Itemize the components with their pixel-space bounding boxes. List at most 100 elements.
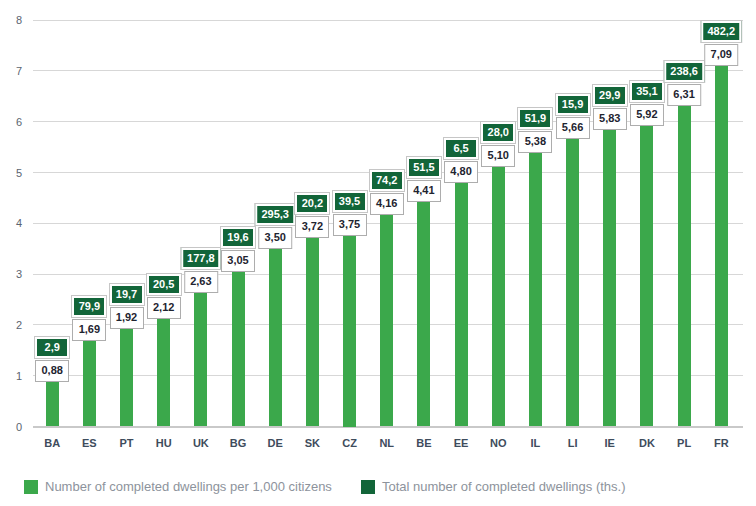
total-dwellings-label: 79,9: [72, 296, 106, 317]
bar-bg: [232, 272, 245, 427]
x-axis-category-es: ES: [82, 437, 97, 449]
per-1000-citizens-label: 3,05: [221, 250, 255, 272]
legend-item-total: Total number of completed dwellings (ths…: [361, 479, 626, 494]
legend-label-total: Total number of completed dwellings (ths…: [382, 479, 626, 494]
value-label-stack-li: 15,95,66: [556, 94, 590, 139]
total-dwellings-label: 177,8: [181, 248, 221, 269]
total-dwellings-label: 35,1: [630, 81, 664, 102]
bar-ie: [603, 130, 616, 426]
per-1000-citizens-label: 3,72: [295, 216, 329, 238]
x-axis-category-be: BE: [416, 437, 431, 449]
value-label-stack-no: 28,05,10: [481, 122, 515, 167]
per-1000-citizens-label: 1,92: [110, 307, 144, 329]
bar-sk: [306, 238, 319, 427]
total-dwellings-label: 19,6: [221, 227, 255, 248]
x-axis-category-sk: SK: [305, 437, 320, 449]
per-1000-citizens-label: 6,31: [667, 84, 701, 106]
value-label-stack-ee: 6,54,80: [444, 138, 478, 183]
y-axis-tick-label: 3: [0, 267, 22, 281]
x-axis-category-li: LI: [568, 437, 578, 449]
total-dwellings-label: 29,9: [593, 85, 627, 106]
per-1000-citizens-label: 2,12: [147, 297, 181, 319]
gridline: [33, 70, 743, 71]
value-label-stack-ba: 2,90,88: [35, 337, 69, 382]
value-label-stack-nl: 74,24,16: [370, 170, 404, 215]
value-label-stack-be: 51,54,41: [407, 157, 441, 202]
bar-hu: [157, 319, 170, 427]
legend-item-per-1000: Number of completed dwellings per 1,000 …: [24, 479, 332, 494]
bar-uk: [194, 293, 207, 427]
x-axis-category-ee: EE: [454, 437, 469, 449]
legend-swatch-dark-green: [361, 480, 375, 494]
bar-de: [269, 249, 282, 427]
value-label-stack-es: 79,91,69: [72, 296, 106, 341]
y-axis-tick-label: 5: [0, 166, 22, 180]
x-axis-category-uk: UK: [193, 437, 209, 449]
value-label-stack-pl: 238,66,31: [664, 61, 704, 106]
value-label-stack-fr: 482,27,09: [701, 21, 741, 66]
bar-no: [492, 167, 505, 426]
value-label-stack-pt: 19,71,92: [110, 284, 144, 329]
per-1000-citizens-label: 5,83: [593, 108, 627, 130]
bar-es: [83, 341, 96, 427]
per-1000-citizens-label: 5,92: [630, 104, 664, 126]
per-1000-citizens-label: 0,88: [35, 360, 69, 382]
gridline: [33, 20, 743, 21]
bar-fr: [715, 66, 728, 426]
per-1000-citizens-label: 3,50: [258, 227, 292, 249]
value-label-stack-cz: 39,53,75: [333, 191, 367, 236]
x-axis-category-cz: CZ: [342, 437, 357, 449]
bar-cz: [343, 236, 356, 427]
total-dwellings-label: 39,5: [333, 191, 367, 212]
x-axis-category-pl: PL: [677, 437, 691, 449]
bar-li: [566, 139, 579, 427]
bar-il: [529, 153, 542, 426]
total-dwellings-label: 51,9: [518, 108, 552, 129]
per-1000-citizens-label: 4,16: [370, 193, 404, 215]
total-dwellings-label: 2,9: [35, 337, 69, 358]
x-axis-category-bg: BG: [230, 437, 247, 449]
per-1000-citizens-label: 4,41: [407, 180, 441, 202]
x-axis-category-no: NO: [490, 437, 507, 449]
value-label-stack-de: 295,33,50: [255, 204, 295, 249]
x-axis-category-dk: DK: [639, 437, 655, 449]
bar-pt: [120, 329, 133, 427]
x-axis-category-il: IL: [531, 437, 541, 449]
value-label-stack-sk: 20,23,72: [295, 193, 329, 238]
total-dwellings-label: 15,9: [556, 94, 590, 115]
per-1000-citizens-label: 7,09: [704, 44, 738, 66]
x-axis-category-fr: FR: [714, 437, 729, 449]
y-axis-tick-label: 2: [0, 318, 22, 332]
y-axis-tick-label: 7: [0, 64, 22, 78]
legend-swatch-light-green: [24, 480, 38, 494]
total-dwellings-label: 238,6: [664, 61, 704, 82]
total-dwellings-label: 19,7: [110, 284, 144, 305]
value-label-stack-il: 51,95,38: [518, 108, 552, 153]
y-axis-tick-label: 8: [0, 13, 22, 27]
x-axis-category-ie: IE: [605, 437, 615, 449]
bar-ee: [455, 183, 468, 427]
value-label-stack-uk: 177,82,63: [181, 248, 221, 293]
dwellings-bar-chart: Number of completed dwellings per 1,000 …: [0, 0, 756, 506]
bar-dk: [640, 126, 653, 427]
per-1000-citizens-label: 2,63: [184, 271, 218, 293]
total-dwellings-label: 28,0: [481, 122, 515, 143]
per-1000-citizens-label: 1,69: [72, 319, 106, 341]
per-1000-citizens-label: 5,10: [481, 145, 515, 167]
value-label-stack-hu: 20,52,12: [147, 274, 181, 319]
y-axis-tick-label: 1: [0, 369, 22, 383]
x-axis-category-hu: HU: [156, 437, 172, 449]
y-axis-tick-label: 6: [0, 115, 22, 129]
bar-ba: [46, 382, 59, 427]
total-dwellings-label: 482,2: [701, 21, 741, 42]
per-1000-citizens-label: 5,38: [518, 131, 552, 153]
total-dwellings-label: 74,2: [370, 170, 404, 191]
total-dwellings-label: 20,2: [295, 193, 329, 214]
per-1000-citizens-label: 4,80: [444, 161, 478, 183]
total-dwellings-label: 51,5: [407, 157, 441, 178]
total-dwellings-label: 6,5: [444, 138, 478, 159]
x-axis-category-pt: PT: [120, 437, 134, 449]
bar-nl: [380, 215, 393, 426]
x-axis-category-nl: NL: [379, 437, 394, 449]
per-1000-citizens-label: 3,75: [333, 214, 367, 236]
